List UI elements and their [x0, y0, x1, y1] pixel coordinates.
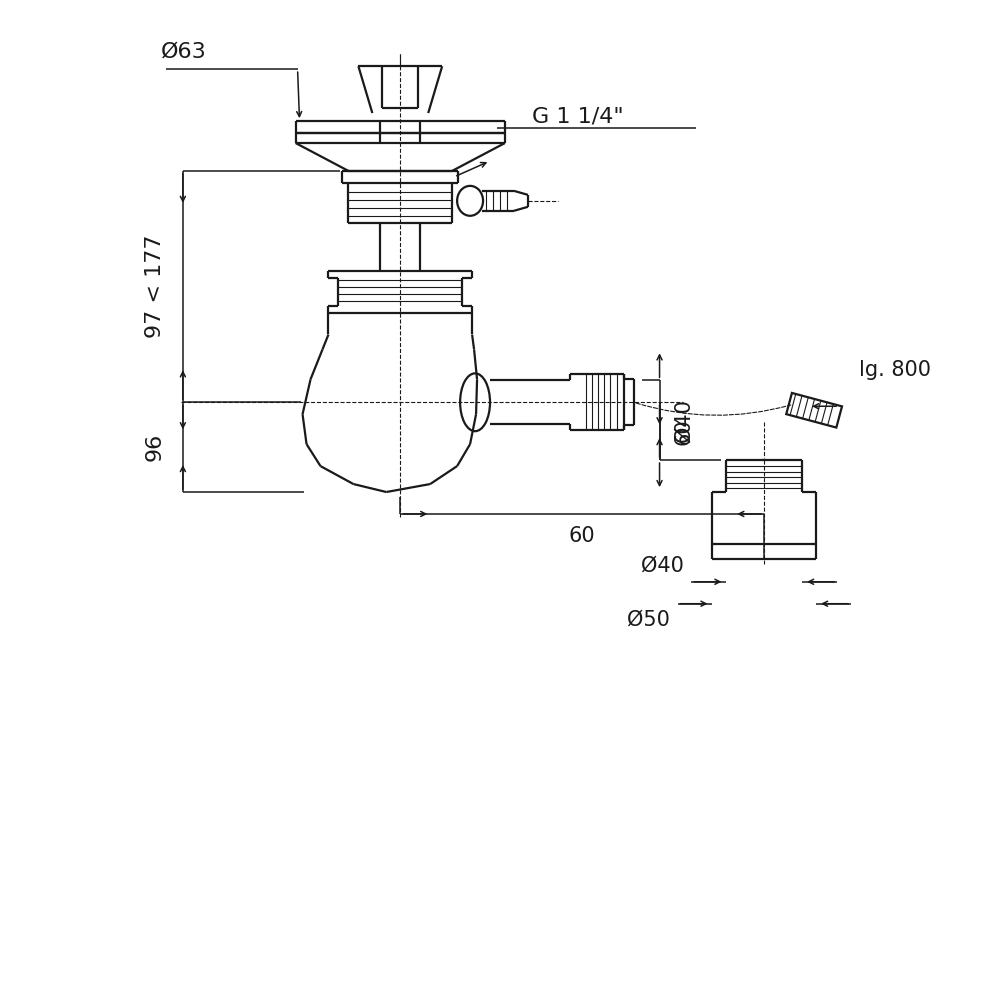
- Text: 96: 96: [145, 433, 165, 461]
- Text: lg. 800: lg. 800: [859, 360, 931, 380]
- FancyArrowPatch shape: [636, 403, 791, 415]
- Text: 60: 60: [569, 526, 596, 546]
- Text: Ø63: Ø63: [161, 41, 207, 61]
- Bar: [786, 393, 842, 428]
- Text: 60: 60: [674, 418, 694, 445]
- Text: Ø40: Ø40: [674, 399, 694, 442]
- Text: 97 < 177: 97 < 177: [145, 235, 165, 338]
- Text: Ø50: Ø50: [627, 610, 670, 630]
- Text: G 1 1/4": G 1 1/4": [532, 106, 624, 126]
- Text: Ø40: Ø40: [641, 556, 683, 576]
